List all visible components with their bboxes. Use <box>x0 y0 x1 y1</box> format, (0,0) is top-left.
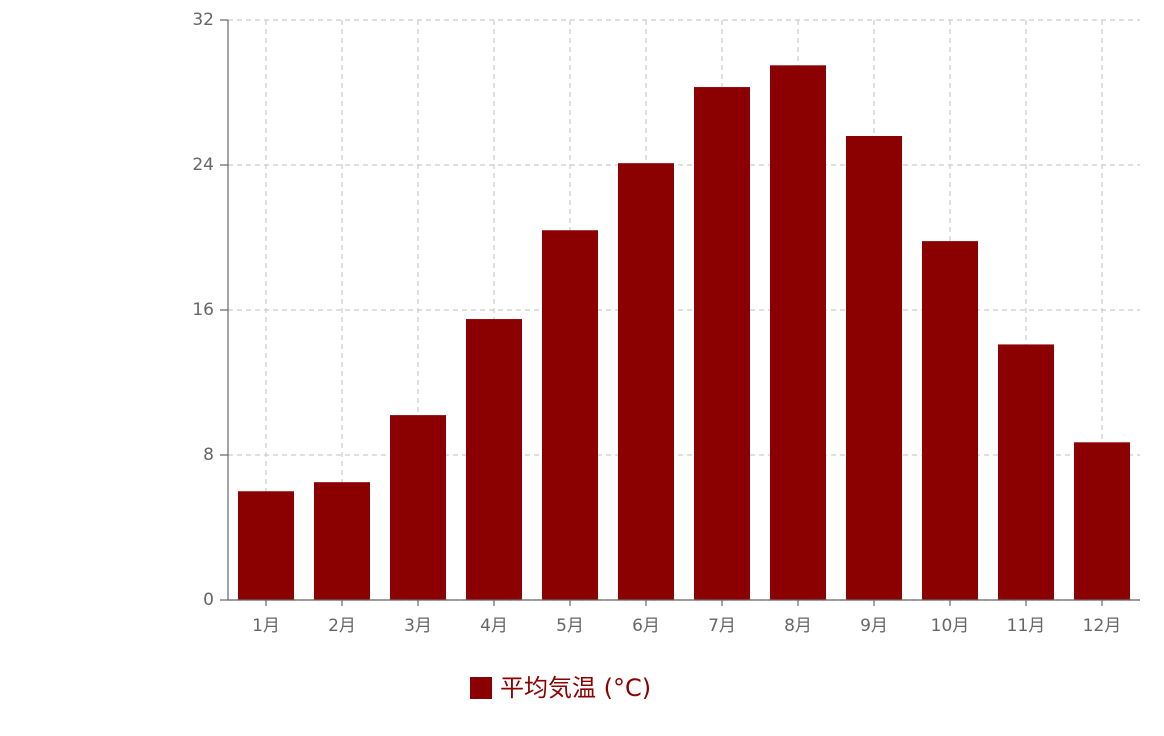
x-tick-label: 7月 <box>708 616 736 636</box>
y-tick-label: 0 <box>203 590 214 610</box>
x-tick-label: 3月 <box>404 616 432 636</box>
x-tick-label: 5月 <box>556 616 584 636</box>
x-tick-label: 11月 <box>1007 616 1046 636</box>
y-tick-label: 8 <box>203 445 214 465</box>
bar <box>314 482 370 600</box>
x-tick-label: 12月 <box>1083 616 1122 636</box>
y-tick-label: 32 <box>192 10 214 30</box>
bar <box>922 241 978 600</box>
x-tick-label: 10月 <box>931 616 970 636</box>
x-tick-label: 6月 <box>632 616 660 636</box>
x-tick-label: 2月 <box>328 616 356 636</box>
legend-swatch <box>470 677 492 699</box>
bar <box>770 65 826 600</box>
bar <box>466 319 522 600</box>
x-tick-label: 4月 <box>480 616 508 636</box>
bar <box>846 136 902 600</box>
x-tick-label: 9月 <box>860 616 888 636</box>
legend-label: 平均気温 (°C) <box>500 674 651 702</box>
bar <box>1074 442 1130 600</box>
bar <box>238 491 294 600</box>
bar <box>694 87 750 600</box>
x-tick-label: 1月 <box>252 616 280 636</box>
bar <box>390 415 446 600</box>
y-tick-label: 24 <box>192 155 214 175</box>
bar <box>998 344 1054 600</box>
bar <box>618 163 674 600</box>
x-tick-label: 8月 <box>784 616 812 636</box>
bar <box>542 230 598 600</box>
y-tick-label: 16 <box>192 300 214 320</box>
